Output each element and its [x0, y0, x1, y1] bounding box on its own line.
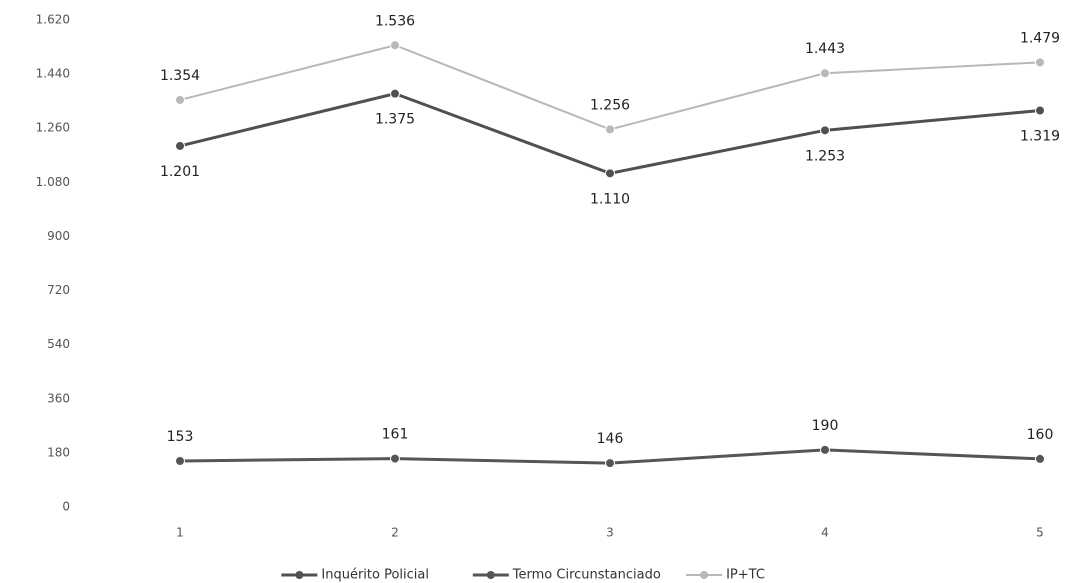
y-tick-label: 720 [47, 283, 70, 297]
data-label: 160 [1027, 427, 1054, 443]
legend-label: Inquérito Policial [321, 568, 429, 583]
data-label: 1.479 [1020, 30, 1060, 46]
legend-label: IP+TC [726, 568, 765, 583]
legend-label: Termo Circunstanciado [512, 568, 661, 583]
x-tick-label: 4 [821, 526, 829, 540]
data-label: 1.110 [590, 191, 630, 207]
y-tick-label: 900 [47, 229, 70, 243]
y-tick-label: 1.620 [36, 13, 70, 27]
point [175, 94, 185, 105]
y-tick-label: 360 [47, 391, 70, 405]
x-tick-label: 5 [1036, 526, 1044, 540]
data-label: 1.375 [375, 112, 415, 128]
point [1035, 105, 1045, 116]
data-label: 1.354 [160, 68, 200, 84]
data-label: 190 [812, 418, 839, 434]
data-label: 153 [167, 429, 194, 445]
x-tick-label: 1 [176, 526, 184, 540]
data-label: 146 [597, 431, 624, 447]
point [390, 88, 400, 99]
y-tick-label: 0 [62, 500, 70, 514]
data-label: 1.536 [375, 13, 415, 29]
series-line [179, 44, 1041, 131]
point [605, 458, 615, 469]
data-label: 1.256 [590, 97, 630, 113]
point [390, 40, 400, 51]
legend-marker [486, 571, 495, 579]
point [175, 140, 185, 151]
y-tick-label: 180 [47, 445, 70, 459]
y-tick-label: 1.440 [36, 67, 70, 81]
data-label: 1.443 [805, 41, 845, 57]
y-tick-label: 1.260 [36, 121, 70, 135]
legend-marker [700, 571, 709, 579]
x-tick-label: 3 [606, 526, 614, 540]
data-label: 1.253 [805, 148, 845, 164]
x-tick-label: 2 [391, 526, 399, 540]
y-tick-label: 1.080 [36, 175, 70, 189]
point [820, 444, 830, 455]
point [1035, 453, 1045, 464]
point [605, 168, 615, 179]
point [175, 456, 185, 467]
legend-marker [295, 571, 304, 579]
point [605, 124, 615, 135]
data-label: 1.201 [160, 164, 200, 180]
point [820, 125, 830, 136]
data-label: 161 [382, 427, 409, 443]
y-tick-label: 540 [47, 337, 70, 351]
point [390, 453, 400, 464]
point [1035, 57, 1045, 68]
point [820, 68, 830, 79]
data-label: 1.319 [1020, 128, 1060, 144]
